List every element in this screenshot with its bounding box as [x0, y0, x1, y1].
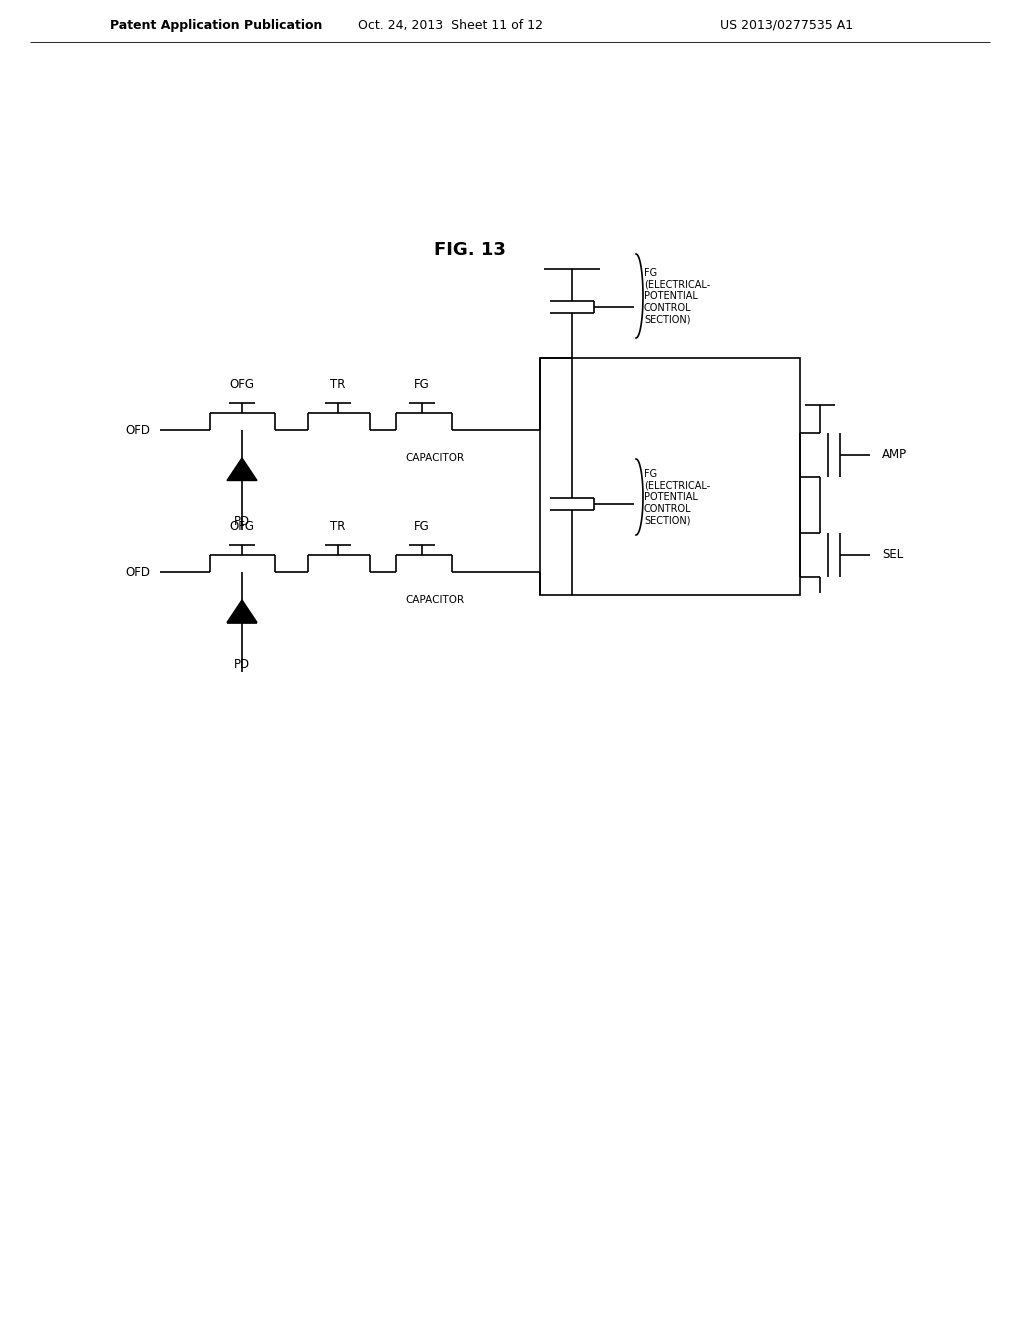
- Text: CAPACITOR: CAPACITOR: [406, 595, 465, 605]
- Text: TR: TR: [331, 379, 346, 392]
- Text: SEL: SEL: [882, 549, 903, 561]
- Text: FG: FG: [414, 379, 430, 392]
- Bar: [540, 358, 800, 595]
- Polygon shape: [227, 458, 257, 480]
- Text: OFD: OFD: [125, 565, 150, 578]
- Polygon shape: [227, 601, 257, 623]
- Text: Oct. 24, 2013  Sheet 11 of 12: Oct. 24, 2013 Sheet 11 of 12: [357, 18, 543, 32]
- Text: FG
(ELECTRICAL-
POTENTIAL
CONTROL
SECTION): FG (ELECTRICAL- POTENTIAL CONTROL SECTIO…: [644, 268, 711, 325]
- Text: PD: PD: [233, 516, 250, 528]
- Text: OFG: OFG: [229, 379, 255, 392]
- Text: FIG. 13: FIG. 13: [434, 242, 506, 259]
- Text: Patent Application Publication: Patent Application Publication: [110, 18, 323, 32]
- Text: US 2013/0277535 A1: US 2013/0277535 A1: [720, 18, 853, 32]
- Text: CAPACITOR: CAPACITOR: [406, 453, 465, 463]
- Text: OFD: OFD: [125, 424, 150, 437]
- Text: FG: FG: [414, 520, 430, 533]
- Text: OFG: OFG: [229, 520, 255, 533]
- Text: TR: TR: [331, 520, 346, 533]
- Text: AMP: AMP: [882, 449, 907, 462]
- Text: PD: PD: [233, 657, 250, 671]
- Text: FG
(ELECTRICAL-
POTENTIAL
CONTROL
SECTION): FG (ELECTRICAL- POTENTIAL CONTROL SECTIO…: [644, 469, 711, 525]
